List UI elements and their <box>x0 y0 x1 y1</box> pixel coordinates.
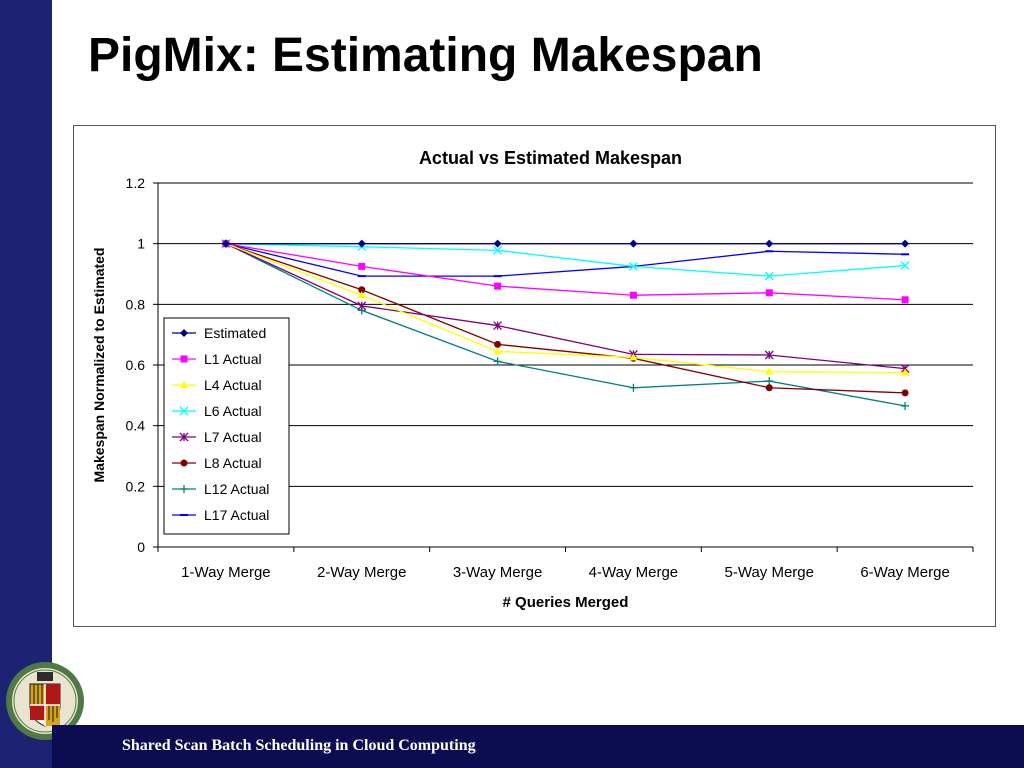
y-tick-label: 1 <box>137 236 145 252</box>
legend-marker-estimated <box>180 329 188 337</box>
chart-frame: Actual vs Estimated Makespan 0 0.2 0.4 0.6 0.… <box>73 125 996 627</box>
data-point-l4-actual <box>629 353 638 361</box>
university-seal-logo <box>6 662 84 740</box>
legend-label: L17 Actual <box>204 507 269 523</box>
legend-label: L4 Actual <box>204 377 262 393</box>
series-line-l7-actual <box>225 243 906 370</box>
data-point-l12-actual <box>901 401 910 410</box>
data-point-l12-actual <box>493 357 502 366</box>
y-axis-label: Makespan Normalized to Estimated <box>91 248 107 483</box>
legend-label: L1 Actual <box>204 351 262 367</box>
footer-bar: Shared Scan Batch Scheduling in Cloud Co… <box>52 725 1024 768</box>
data-point-estimated <box>765 239 774 248</box>
chart-title: Actual vs Estimated Makespan <box>419 148 682 168</box>
data-point-l4-actual <box>901 368 910 376</box>
x-tick-label: 6-Way Merge <box>860 564 949 581</box>
series-line-l12-actual <box>225 243 906 407</box>
left-accent-bar <box>0 0 52 768</box>
y-tick-label: 0.2 <box>126 478 146 494</box>
series-line-l1-actual <box>225 243 906 301</box>
x-tick-label: 3-Way Merge <box>453 564 542 581</box>
legend-label: Estimated <box>204 325 266 341</box>
series-line-l4-actual <box>225 243 906 374</box>
legend-marker-l1-actual <box>180 355 188 363</box>
makespan-line-chart: Actual vs Estimated Makespan 0 0.2 0.4 0.6 0.… <box>91 148 974 611</box>
data-point-l1-actual <box>358 262 366 270</box>
legend-marker-l7-actual <box>179 432 189 442</box>
data-point-l6-actual <box>900 261 910 270</box>
data-point-l6-actual <box>764 271 774 281</box>
y-tick-label: 1.2 <box>126 175 146 191</box>
y-tick-label: 0.8 <box>126 296 146 312</box>
x-tick-label: 2-Way Merge <box>317 564 406 581</box>
x-tick-label: 4-Way Merge <box>589 564 678 581</box>
legend-marker-l4-actual <box>180 381 188 388</box>
legend-label: L7 Actual <box>204 429 262 445</box>
x-tick-label: 5-Way Merge <box>725 564 814 581</box>
slide-title: PigMix: Estimating Makespan <box>88 29 763 82</box>
data-point-l1-actual <box>494 282 502 290</box>
data-point-l7-actual <box>357 301 367 311</box>
legend-label: L12 Actual <box>204 481 269 497</box>
y-tick-label: 0 <box>137 539 145 555</box>
series-line-l6-actual <box>225 243 906 277</box>
data-point-l4-actual <box>357 291 366 299</box>
data-point-l1-actual <box>901 296 909 304</box>
data-point-l7-actual <box>764 350 774 360</box>
data-point-l12-actual <box>765 377 774 386</box>
data-point-l8-actual <box>901 389 909 397</box>
data-point-estimated <box>901 239 910 248</box>
data-point-estimated <box>493 239 502 248</box>
data-point-l4-actual <box>765 367 774 375</box>
legend-label: L8 Actual <box>204 455 262 471</box>
data-point-l4-actual <box>493 347 502 355</box>
data-point-l8-actual <box>494 340 502 348</box>
x-tick-label: 1-Way Merge <box>181 564 270 581</box>
legend-box <box>163 317 290 535</box>
legend-marker-l8-actual <box>180 459 188 467</box>
data-point-estimated <box>221 239 230 248</box>
data-point-estimated <box>357 239 366 248</box>
x-axis-label: # Queries Merged <box>503 594 629 611</box>
legend-marker-l12-actual <box>180 485 188 493</box>
y-tick-label: 0.4 <box>126 418 146 434</box>
data-point-l8-actual <box>765 384 773 392</box>
data-point-l7-actual <box>493 321 503 331</box>
legend-label: L6 Actual <box>204 403 262 419</box>
series-line-l8-actual <box>225 243 906 394</box>
y-tick-label: 0.6 <box>126 357 146 373</box>
data-point-l6-actual <box>493 245 503 255</box>
data-point-l6-actual <box>628 261 638 271</box>
data-point-l12-actual <box>629 383 638 392</box>
data-point-l1-actual <box>629 291 637 299</box>
data-point-l8-actual <box>358 286 366 294</box>
data-point-l1-actual <box>765 289 773 297</box>
footer-text: Shared Scan Batch Scheduling in Cloud Co… <box>122 737 476 754</box>
data-point-estimated <box>629 239 638 248</box>
series-line-l17-actual <box>225 243 906 277</box>
legend-marker-l6-actual <box>179 406 189 416</box>
